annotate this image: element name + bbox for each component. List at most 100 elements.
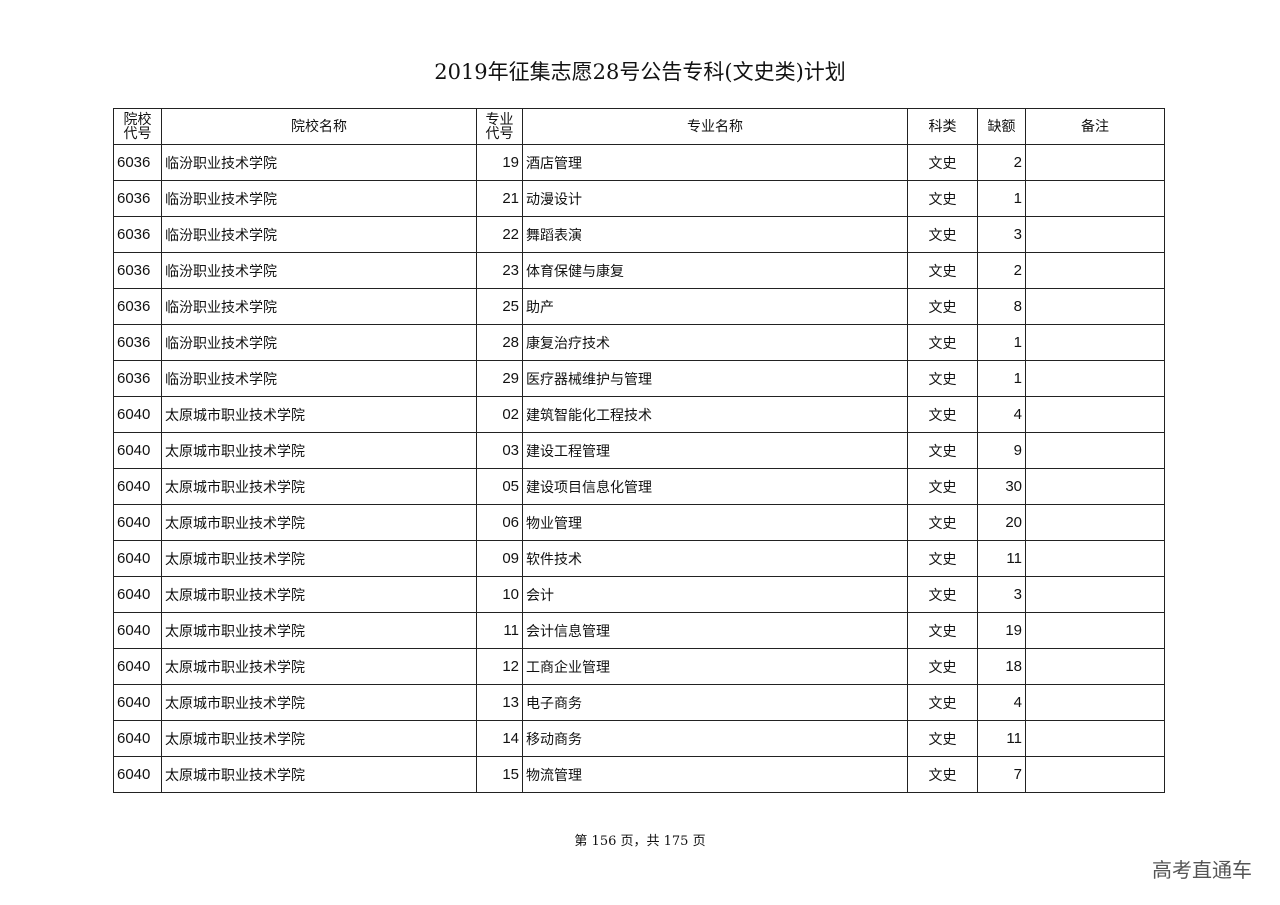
header-remarks: 备注 <box>1025 108 1165 145</box>
cell-school-code: 6036 <box>113 324 162 361</box>
cell-category: 文史 <box>907 216 978 253</box>
table-row: 6036 临汾职业技术学院 28 康复治疗技术 文史 1 <box>113 324 1165 361</box>
cell-major-name: 工商企业管理 <box>522 648 908 685</box>
cell-major-code: 29 <box>476 360 523 397</box>
cell-remarks <box>1025 576 1165 613</box>
cell-vacancy: 18 <box>977 648 1026 685</box>
cell-school-name: 临汾职业技术学院 <box>161 252 477 289</box>
table-row: 6040 太原城市职业技术学院 14 移动商务 文史 11 <box>113 720 1165 757</box>
cell-major-name: 动漫设计 <box>522 180 908 217</box>
cell-school-code: 6040 <box>113 396 162 433</box>
cell-vacancy: 19 <box>977 612 1026 649</box>
cell-remarks <box>1025 540 1165 577</box>
table-row: 6036 临汾职业技术学院 23 体育保健与康复 文史 2 <box>113 252 1165 289</box>
cell-vacancy: 20 <box>977 504 1026 541</box>
cell-category: 文史 <box>907 360 978 397</box>
cell-major-code: 25 <box>476 288 523 325</box>
cell-school-code: 6040 <box>113 432 162 469</box>
cell-category: 文史 <box>907 756 978 793</box>
cell-remarks <box>1025 180 1165 217</box>
cell-major-name: 建设工程管理 <box>522 432 908 469</box>
cell-school-code: 6036 <box>113 180 162 217</box>
cell-major-code: 02 <box>476 396 523 433</box>
cell-vacancy: 3 <box>977 576 1026 613</box>
table-row: 6036 临汾职业技术学院 29 医疗器械维护与管理 文史 1 <box>113 360 1165 397</box>
cell-school-name: 太原城市职业技术学院 <box>161 756 477 793</box>
cell-remarks <box>1025 432 1165 469</box>
cell-school-name: 临汾职业技术学院 <box>161 288 477 325</box>
cell-major-name: 康复治疗技术 <box>522 324 908 361</box>
header-school-name: 院校名称 <box>161 108 477 145</box>
cell-school-code: 6040 <box>113 504 162 541</box>
cell-school-name: 太原城市职业技术学院 <box>161 648 477 685</box>
cell-category: 文史 <box>907 720 978 757</box>
cell-school-name: 太原城市职业技术学院 <box>161 396 477 433</box>
cell-school-code: 6036 <box>113 288 162 325</box>
cell-category: 文史 <box>907 648 978 685</box>
cell-school-code: 6040 <box>113 468 162 505</box>
cell-major-name: 物流管理 <box>522 756 908 793</box>
page-title: 2019年征集志愿28号公告专科(文史类)计划 <box>434 60 846 84</box>
cell-remarks <box>1025 252 1165 289</box>
cell-school-name: 临汾职业技术学院 <box>161 216 477 253</box>
table-row: 6036 临汾职业技术学院 21 动漫设计 文史 1 <box>113 180 1165 217</box>
cell-vacancy: 30 <box>977 468 1026 505</box>
cell-category: 文史 <box>907 180 978 217</box>
cell-major-code: 28 <box>476 324 523 361</box>
table-row: 6036 临汾职业技术学院 22 舞蹈表演 文史 3 <box>113 216 1165 253</box>
cell-major-name: 电子商务 <box>522 684 908 721</box>
cell-school-name: 太原城市职业技术学院 <box>161 504 477 541</box>
cell-major-name: 建筑智能化工程技术 <box>522 396 908 433</box>
cell-major-code: 22 <box>476 216 523 253</box>
cell-remarks <box>1025 360 1165 397</box>
cell-remarks <box>1025 144 1165 181</box>
watermark: 高考直通车 <box>1152 858 1252 882</box>
cell-school-code: 6040 <box>113 720 162 757</box>
cell-remarks <box>1025 468 1165 505</box>
cell-vacancy: 9 <box>977 432 1026 469</box>
cell-school-code: 6036 <box>113 360 162 397</box>
cell-major-name: 建设项目信息化管理 <box>522 468 908 505</box>
cell-remarks <box>1025 396 1165 433</box>
cell-category: 文史 <box>907 396 978 433</box>
cell-vacancy: 2 <box>977 144 1026 181</box>
table-row: 6040 太原城市职业技术学院 11 会计信息管理 文史 19 <box>113 612 1165 649</box>
cell-category: 文史 <box>907 468 978 505</box>
cell-vacancy: 11 <box>977 720 1026 757</box>
table-row: 6040 太原城市职业技术学院 12 工商企业管理 文史 18 <box>113 648 1165 685</box>
header-major-code: 专业代号 <box>476 108 523 145</box>
cell-vacancy: 8 <box>977 288 1026 325</box>
table-row: 6040 太原城市职业技术学院 06 物业管理 文史 20 <box>113 504 1165 541</box>
cell-school-code: 6036 <box>113 144 162 181</box>
cell-school-name: 临汾职业技术学院 <box>161 144 477 181</box>
table-row: 6040 太原城市职业技术学院 05 建设项目信息化管理 文史 30 <box>113 468 1165 505</box>
cell-major-code: 11 <box>476 612 523 649</box>
cell-school-code: 6040 <box>113 576 162 613</box>
cell-vacancy: 7 <box>977 756 1026 793</box>
cell-remarks <box>1025 684 1165 721</box>
cell-remarks <box>1025 504 1165 541</box>
cell-major-name: 体育保健与康复 <box>522 252 908 289</box>
cell-school-name: 太原城市职业技术学院 <box>161 540 477 577</box>
plan-table: 院校代号 院校名称 专业代号 专业名称 科类 缺额 备注 6036 临汾职业技术学… <box>113 108 1165 793</box>
cell-major-code: 15 <box>476 756 523 793</box>
cell-vacancy: 11 <box>977 540 1026 577</box>
header-row: 院校代号 院校名称 专业代号 专业名称 科类 缺额 备注 <box>113 108 1165 145</box>
cell-category: 文史 <box>907 432 978 469</box>
cell-major-code: 23 <box>476 252 523 289</box>
cell-vacancy: 2 <box>977 252 1026 289</box>
cell-category: 文史 <box>907 612 978 649</box>
cell-remarks <box>1025 756 1165 793</box>
cell-major-code: 14 <box>476 720 523 757</box>
header-vacancy: 缺额 <box>977 108 1026 145</box>
cell-category: 文史 <box>907 288 978 325</box>
cell-major-name: 酒店管理 <box>522 144 908 181</box>
header-category: 科类 <box>907 108 978 145</box>
cell-major-code: 03 <box>476 432 523 469</box>
table-row: 6036 临汾职业技术学院 25 助产 文史 8 <box>113 288 1165 325</box>
cell-school-name: 临汾职业技术学院 <box>161 360 477 397</box>
cell-school-code: 6040 <box>113 540 162 577</box>
cell-school-code: 6040 <box>113 756 162 793</box>
cell-major-name: 会计 <box>522 576 908 613</box>
cell-major-name: 助产 <box>522 288 908 325</box>
